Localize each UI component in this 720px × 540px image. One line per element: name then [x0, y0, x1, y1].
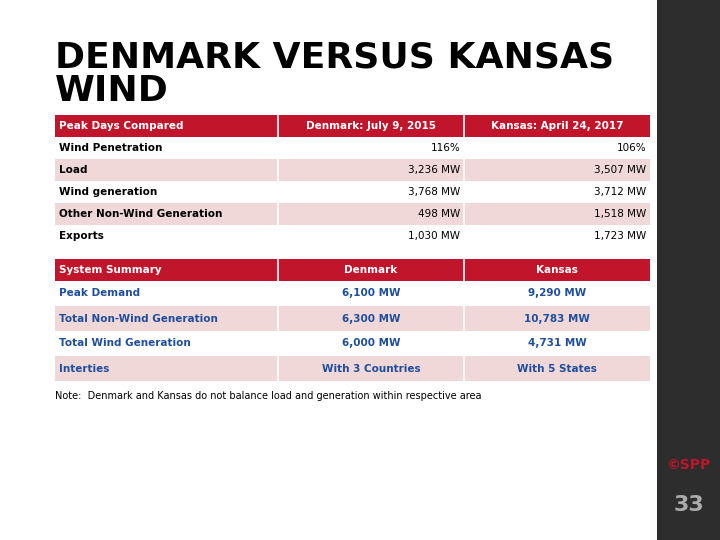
Bar	[55, 181, 650, 203]
Bar	[55, 331, 650, 356]
Bar	[55, 115, 650, 137]
Bar	[55, 306, 650, 331]
Text: Total Non-Wind Generation: Total Non-Wind Generation	[59, 314, 218, 323]
Text: 1,518 MW: 1,518 MW	[594, 209, 646, 219]
Text: With 3 Countries: With 3 Countries	[322, 363, 420, 374]
Text: Wind Penetration: Wind Penetration	[59, 143, 163, 153]
Text: Other Non-Wind Generation: Other Non-Wind Generation	[59, 209, 222, 219]
Text: Kansas: Kansas	[536, 265, 578, 275]
Text: WIND: WIND	[55, 74, 168, 108]
Text: Peak Days Compared: Peak Days Compared	[59, 121, 184, 131]
Text: Wind generation: Wind generation	[59, 187, 157, 197]
Text: Total Wind Generation: Total Wind Generation	[59, 339, 191, 348]
Text: Note:  Denmark and Kansas do not balance load and generation within respective a: Note: Denmark and Kansas do not balance …	[55, 391, 482, 401]
Text: 1,723 MW: 1,723 MW	[594, 231, 646, 241]
Text: Kansas: April 24, 2017: Kansas: April 24, 2017	[491, 121, 624, 131]
Text: 3,712 MW: 3,712 MW	[594, 187, 646, 197]
Bar	[55, 137, 650, 159]
Text: 116%: 116%	[431, 143, 460, 153]
Text: With 5 States: With 5 States	[517, 363, 597, 374]
Text: 3,768 MW: 3,768 MW	[408, 187, 460, 197]
Bar	[55, 356, 650, 381]
Text: 6,100 MW: 6,100 MW	[342, 288, 400, 299]
Bar	[55, 159, 650, 181]
Text: ©SPP: ©SPP	[667, 458, 711, 472]
Text: 106%: 106%	[616, 143, 646, 153]
Text: 4,731 MW: 4,731 MW	[528, 339, 586, 348]
Text: 33: 33	[673, 495, 704, 515]
Text: Interties: Interties	[59, 363, 109, 374]
Text: 3,507 MW: 3,507 MW	[594, 165, 646, 175]
Text: 3,236 MW: 3,236 MW	[408, 165, 460, 175]
Text: 1,030 MW: 1,030 MW	[408, 231, 460, 241]
Text: 6,000 MW: 6,000 MW	[342, 339, 400, 348]
Text: Denmark: July 9, 2015: Denmark: July 9, 2015	[306, 121, 436, 131]
Bar	[55, 259, 650, 281]
Text: DENMARK VERSUS KANSAS: DENMARK VERSUS KANSAS	[55, 40, 614, 74]
Text: 498 MW: 498 MW	[418, 209, 460, 219]
Text: 6,300 MW: 6,300 MW	[342, 314, 400, 323]
Text: Denmark: Denmark	[344, 265, 397, 275]
Text: Peak Demand: Peak Demand	[59, 288, 140, 299]
Bar	[55, 203, 650, 225]
Bar	[55, 281, 650, 306]
Text: 10,783 MW: 10,783 MW	[524, 314, 590, 323]
Text: System Summary: System Summary	[59, 265, 161, 275]
Text: Exports: Exports	[59, 231, 104, 241]
Text: Load: Load	[59, 165, 88, 175]
Bar	[55, 225, 650, 247]
Bar	[657, 0, 720, 540]
Text: 9,290 MW: 9,290 MW	[528, 288, 586, 299]
